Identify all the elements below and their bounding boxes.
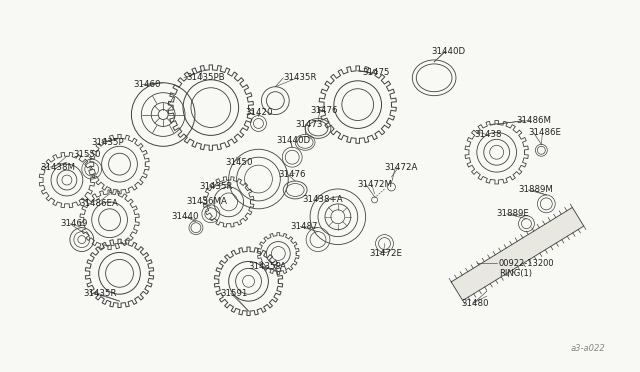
Text: 31420: 31420 — [246, 108, 273, 117]
Text: 31435R: 31435R — [84, 289, 117, 298]
Text: 31487: 31487 — [290, 222, 317, 231]
Text: 31473: 31473 — [295, 120, 323, 129]
Text: 31591: 31591 — [221, 289, 248, 298]
Text: 31435PA: 31435PA — [248, 262, 287, 271]
Text: 31476: 31476 — [278, 170, 306, 179]
Text: RING(1): RING(1) — [499, 269, 532, 278]
Text: 31435R: 31435R — [199, 183, 232, 192]
Text: 31438: 31438 — [475, 130, 502, 139]
Text: 31550: 31550 — [74, 150, 101, 159]
Text: 31889E: 31889E — [497, 209, 529, 218]
Text: 31486M: 31486M — [516, 116, 552, 125]
Text: 31889M: 31889M — [518, 186, 554, 195]
Text: 31435PB: 31435PB — [186, 73, 225, 82]
Text: 00922-13200: 00922-13200 — [499, 259, 554, 268]
Text: 31450: 31450 — [226, 158, 253, 167]
Text: a3-a022: a3-a022 — [571, 344, 606, 353]
Text: 31440D: 31440D — [431, 46, 465, 55]
Text: 31472A: 31472A — [385, 163, 418, 171]
Polygon shape — [451, 208, 584, 301]
Text: 31480: 31480 — [461, 299, 488, 308]
Text: 31435P: 31435P — [92, 138, 124, 147]
Text: 31440: 31440 — [171, 212, 198, 221]
Text: 31438+A: 31438+A — [302, 195, 343, 204]
Text: 31438M: 31438M — [40, 163, 75, 171]
Text: 31440D: 31440D — [276, 136, 310, 145]
Text: 31472M: 31472M — [358, 180, 393, 189]
Text: 31435R: 31435R — [284, 73, 317, 82]
Text: 31476: 31476 — [310, 106, 337, 115]
Text: 31436MA: 31436MA — [186, 198, 227, 206]
Text: 31486EA: 31486EA — [80, 199, 118, 208]
Text: 31486E: 31486E — [529, 128, 561, 137]
Text: 31475: 31475 — [363, 68, 390, 77]
Text: 31469: 31469 — [60, 219, 87, 228]
Text: 31472E: 31472E — [370, 249, 403, 258]
Text: 31460: 31460 — [133, 80, 161, 89]
